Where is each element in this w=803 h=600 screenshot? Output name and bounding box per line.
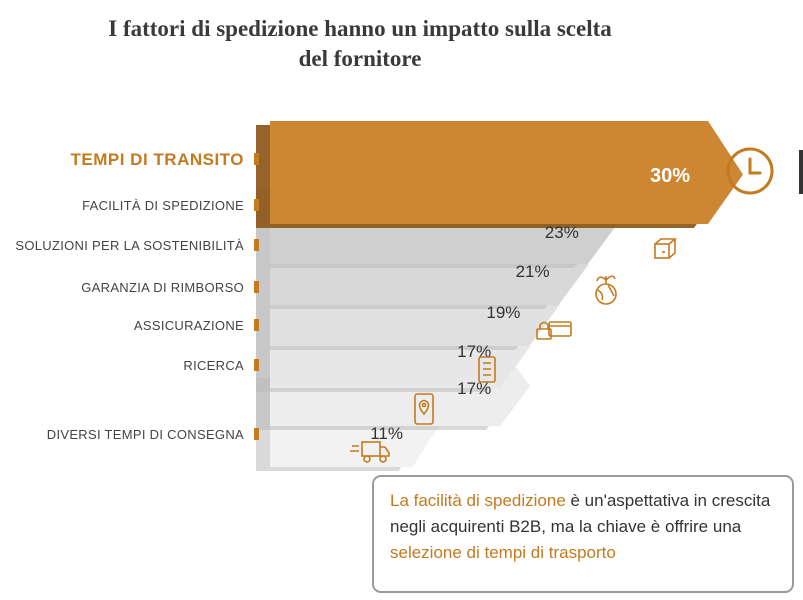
value-label-4: 17%	[457, 342, 491, 361]
mobile-location-icon	[414, 393, 434, 425]
callout-highlight-2: selezione di tempi di trasporto	[390, 543, 616, 562]
callout-text: La facilità di spedizione è un'aspettati…	[390, 488, 776, 566]
bar-0	[270, 121, 743, 224]
category-label-3: GARANZIA DI RIMBORSO	[81, 280, 244, 295]
delivery-truck-icon	[350, 441, 390, 463]
value-label-3: 19%	[486, 303, 520, 322]
value-label-5: 17%	[457, 379, 491, 398]
value-label-6: 11%	[370, 424, 403, 443]
callout-body: è un'aspettativa in crescita negli acqui…	[390, 491, 771, 536]
category-label-6: DIVERSI TEMPI DI CONSEGNA	[47, 427, 244, 442]
category-marker-4	[254, 319, 259, 331]
labels-layer: 11% 17% 17% 19% 21% 23% 30% TEMPI DI TRANSITO FA…	[15, 150, 690, 443]
category-marker-2	[254, 239, 259, 251]
icons-layer	[350, 147, 803, 463]
value-label-1: 23%	[545, 223, 579, 242]
checklist-icon	[478, 356, 496, 383]
bars-layer	[256, 121, 743, 471]
category-marker-0	[254, 153, 259, 165]
category-marker-3	[254, 281, 259, 293]
category-marker-5	[254, 359, 259, 371]
edge-mark	[799, 150, 803, 194]
package-icon	[654, 238, 678, 259]
callout-box: La facilità di spedizione è un'aspettati…	[372, 475, 794, 593]
category-label-4: ASSICURAZIONE	[134, 318, 244, 333]
category-label-0: TEMPI DI TRANSITO	[71, 150, 244, 169]
value-label-0: 30%	[650, 165, 690, 187]
card-shield-icon	[536, 321, 572, 340]
title-line-1: I fattori di spedizione hanno un impatto…	[108, 16, 612, 41]
title-line-2: del fornitore	[298, 46, 422, 71]
globe-plant-icon	[595, 275, 617, 305]
category-marker-1	[254, 199, 259, 211]
category-marker-6	[254, 428, 259, 440]
clock-icon	[726, 147, 774, 195]
value-label-2: 21%	[516, 262, 550, 281]
category-label-1: FACILITÀ DI SPEDIZIONE	[82, 198, 244, 213]
category-label-5: RICERCA	[183, 358, 244, 373]
callout-highlight-1: La facilità di spedizione	[390, 491, 566, 510]
category-label-2: SOLUZIONI PER LA SOSTENIBILITÀ	[15, 238, 244, 253]
chart-title: I fattori di spedizione hanno un impatto…	[0, 14, 720, 74]
